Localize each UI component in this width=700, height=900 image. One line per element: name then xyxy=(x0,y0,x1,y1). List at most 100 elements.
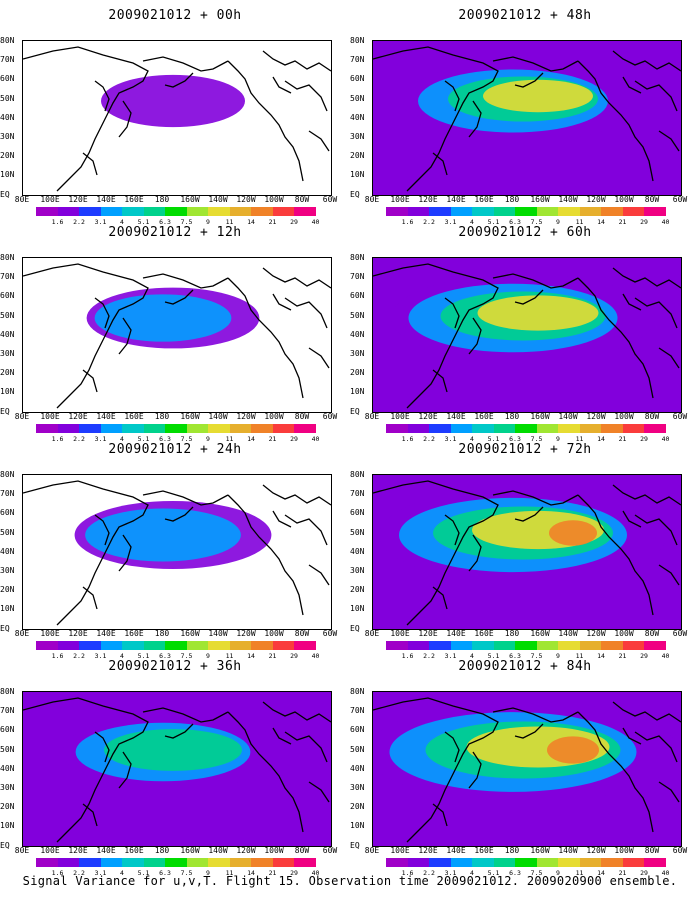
latitude-label: 20N xyxy=(350,368,365,378)
coastline xyxy=(444,731,460,763)
latitude-label: 20N xyxy=(350,585,365,595)
colorbar-swatch xyxy=(272,858,295,867)
colorbar-label: 21 xyxy=(268,218,277,226)
colorbar-swatch xyxy=(36,641,58,650)
variance-map xyxy=(22,691,332,847)
colorbar-label: 4 xyxy=(120,652,124,660)
longitude-label: 80W xyxy=(294,412,310,421)
colorbar-swatch xyxy=(122,641,144,650)
longitude-label: 140W xyxy=(208,412,228,421)
coastline xyxy=(432,369,448,393)
longitude-axis: 80E 100E 120E 140E 160E 180 160W 140W 120W 100W 80… xyxy=(14,629,344,639)
latitude-label: EQ xyxy=(0,406,10,416)
latitude-label: 10N xyxy=(350,170,365,180)
coastline xyxy=(164,723,194,739)
longitude-label: 100E xyxy=(40,846,60,855)
latitude-label: 50N xyxy=(0,310,15,320)
colorbar-label: 4 xyxy=(470,869,474,877)
longitude-label: 160W xyxy=(180,629,200,638)
longitude-label: 80W xyxy=(294,846,310,855)
coastline xyxy=(308,130,330,152)
colorbar-label: 2.2 xyxy=(423,218,435,226)
longitude-axis: 80E 100E 120E 140E 160E 180 160W 140W 120W 100W 80… xyxy=(364,412,694,422)
colorbar-swatch xyxy=(579,424,602,433)
colorbar-swatch xyxy=(229,424,252,433)
colorbar-swatch xyxy=(100,641,123,650)
colorbar-labels: 1.6 2.2 3.1 4 5.1 6.3 7.5 9 11 14 21 29 40 xyxy=(386,435,670,443)
colorbar-label: 14 xyxy=(597,218,605,226)
coastline xyxy=(622,727,642,745)
longitude-label: 100W xyxy=(264,195,284,204)
colorbar-label: 4 xyxy=(120,435,124,443)
colorbar-swatch xyxy=(79,858,101,867)
longitude-label: 140W xyxy=(208,846,228,855)
longitude-label: 100W xyxy=(264,846,284,855)
colorbar-swatch xyxy=(208,858,230,867)
variance-map xyxy=(22,474,332,630)
latitude-label: EQ xyxy=(0,840,10,850)
colorbar-label: 1.6 xyxy=(51,218,64,226)
longitude-label: 100E xyxy=(390,195,410,204)
latitude-label: 20N xyxy=(0,802,15,812)
longitude-label: 140W xyxy=(558,629,578,638)
colorbar-label: 11 xyxy=(575,435,584,443)
map-canvas xyxy=(373,692,681,846)
longitude-label: 80E xyxy=(14,412,30,421)
colorbar-swatch xyxy=(294,207,316,216)
colorbar-swatch xyxy=(143,207,166,216)
colorbar-swatch xyxy=(57,424,80,433)
colorbar-label: 21 xyxy=(268,435,277,443)
colorbar-swatch xyxy=(186,858,209,867)
longitude-label: 160W xyxy=(530,846,550,855)
variance-contour xyxy=(101,74,245,128)
coastline xyxy=(373,697,499,843)
coastline xyxy=(622,510,642,528)
variance-map xyxy=(372,257,682,413)
latitude-label: 20N xyxy=(0,151,15,161)
colorbar-swatch xyxy=(251,424,273,433)
longitude-label: 80W xyxy=(294,195,310,204)
colorbar-swatch xyxy=(229,858,252,867)
colorbar-swatch xyxy=(229,641,252,650)
longitude-label: 160W xyxy=(180,412,200,421)
colorbar-swatch xyxy=(208,207,230,216)
colorbar-swatch xyxy=(407,207,430,216)
colorbar-swatch xyxy=(251,641,273,650)
coastline xyxy=(658,564,680,586)
colorbar-label: 21 xyxy=(618,435,627,443)
colorbar-swatch xyxy=(493,858,516,867)
colorbar-swatch xyxy=(536,641,559,650)
map-canvas xyxy=(23,692,331,846)
longitude-label: 140W xyxy=(208,195,228,204)
colorbar-swatch xyxy=(622,424,645,433)
coastline xyxy=(373,46,499,192)
latitude-label: 30N xyxy=(350,783,365,792)
coastline xyxy=(118,534,132,572)
panel-title: 2009021012 + 84h xyxy=(458,659,592,674)
colorbar-swatch xyxy=(407,641,430,650)
longitude-label: 120W xyxy=(586,412,606,421)
coastline xyxy=(142,273,229,289)
colorbar-swatch xyxy=(601,424,623,433)
colorbar-swatch xyxy=(57,641,80,650)
colorbar-label: 6.3 xyxy=(509,652,521,660)
forecast-panel: 2009021012 + 12h 80N 70N 60N 50N 40N 30N 20N 10N… xyxy=(0,217,350,443)
latitude-label: 40N xyxy=(0,763,15,773)
colorbar-label: 6.3 xyxy=(509,869,521,877)
forecast-panel: 2009021012 + 36h 80N 70N 60N 50N 40N 30N 20N 10N… xyxy=(0,651,350,877)
coastline xyxy=(514,72,544,88)
coastline xyxy=(308,564,330,586)
longitude-label: 140E xyxy=(96,629,116,638)
colorbar-swatch xyxy=(122,207,144,216)
colorbar-swatch xyxy=(450,858,473,867)
colorbar-label: 40 xyxy=(661,869,670,877)
longitude-label: 100E xyxy=(390,412,410,421)
latitude-label: EQ xyxy=(350,623,360,633)
colorbar-label: 5.1 xyxy=(487,435,500,443)
colorbar-swatch xyxy=(536,207,559,216)
coastline xyxy=(118,100,132,138)
latitude-label: 50N xyxy=(350,744,365,754)
forecast-panel: 2009021012 + 48h 80N 70N 60N 50N 40N 30N 20N 10N… xyxy=(350,0,700,226)
latitude-label: 80N xyxy=(350,687,365,696)
longitude-label: 60W xyxy=(672,195,688,204)
